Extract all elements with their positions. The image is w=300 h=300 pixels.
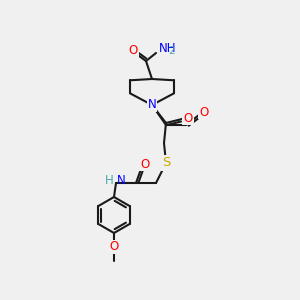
Text: O: O [110,241,118,254]
Text: 2: 2 [168,46,175,56]
Text: N: N [148,98,156,112]
Text: S: S [162,157,170,169]
Text: H: H [105,175,114,188]
Text: NH: NH [159,43,176,56]
Text: O: O [128,44,138,56]
Text: O: O [183,112,193,124]
Text: O: O [200,106,208,118]
Text: N: N [117,175,126,188]
Text: O: O [140,158,150,170]
